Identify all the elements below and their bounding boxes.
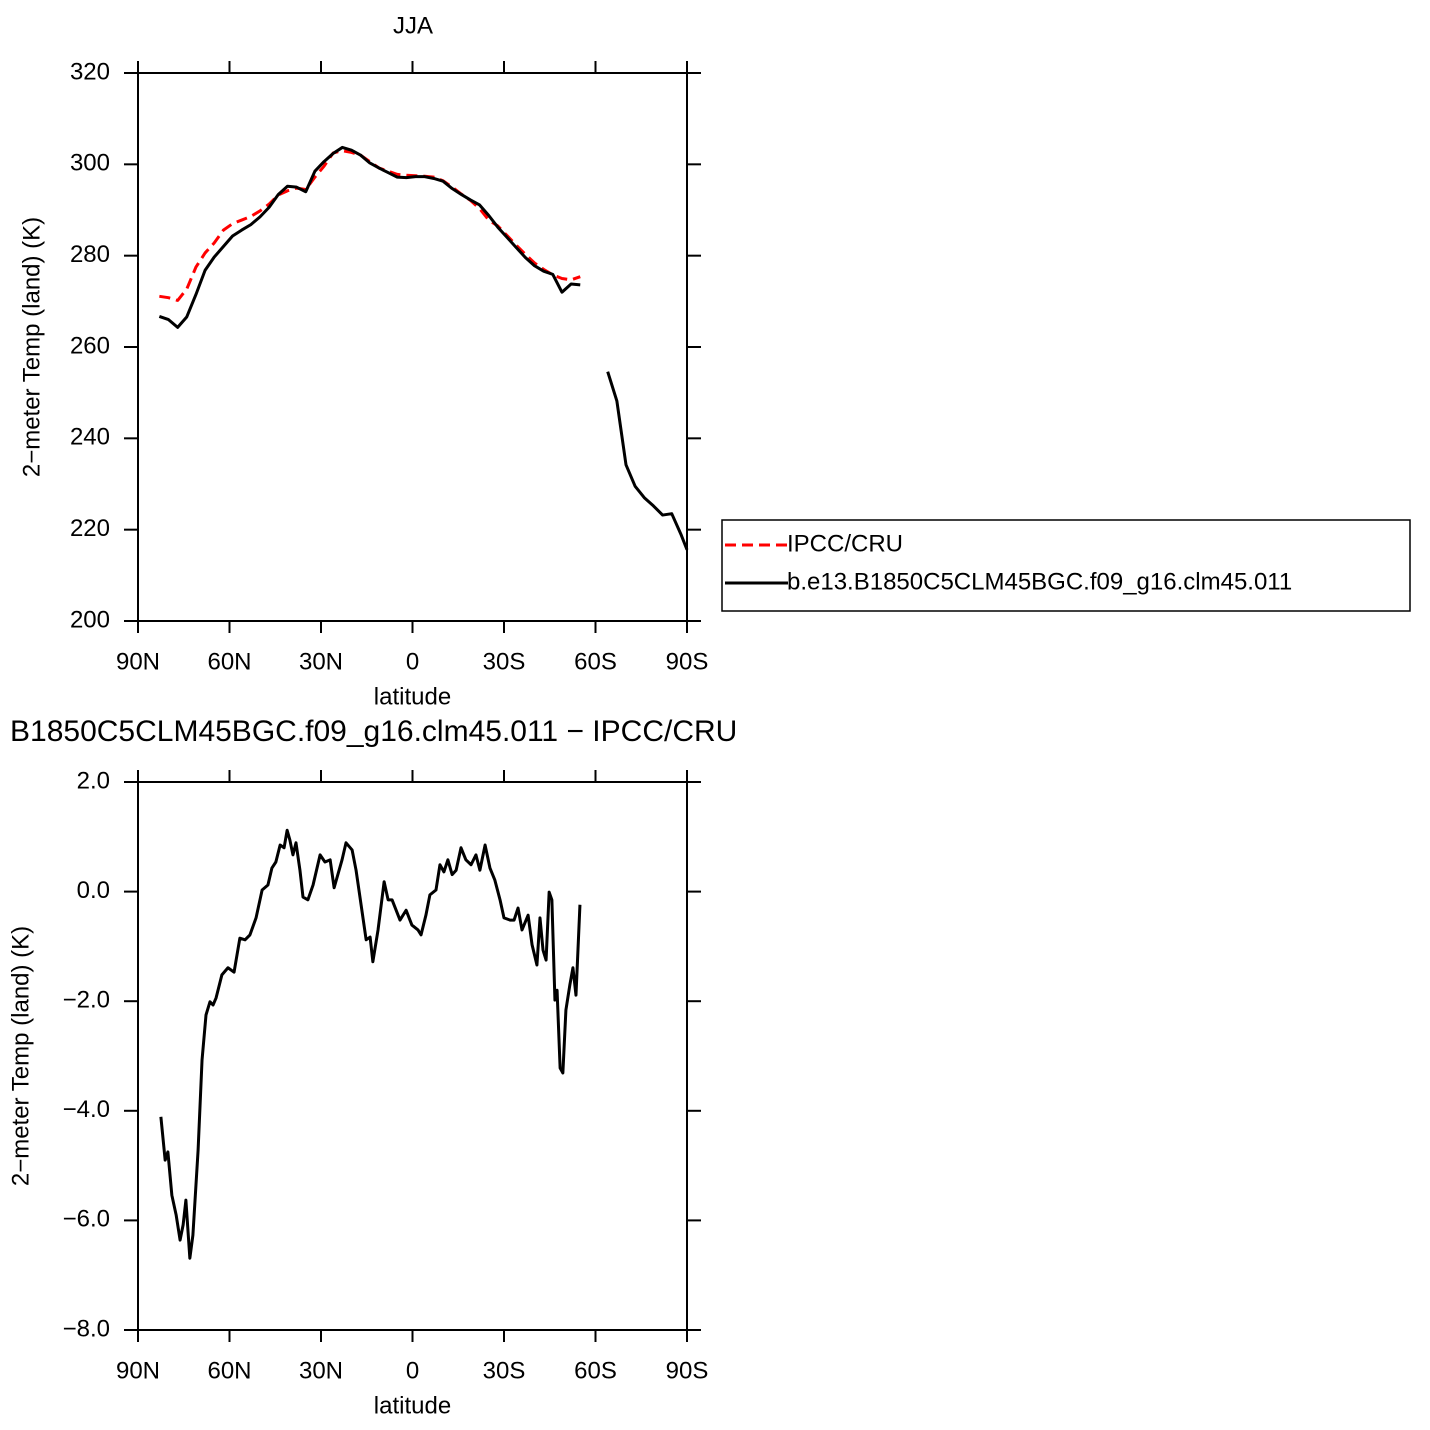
x-tick-label: 30N [299,1357,343,1384]
y-tick-label: −6.0 [63,1206,110,1233]
data-line [158,145,689,551]
legend-box [721,519,1411,612]
x-tick-label: 0 [406,648,419,675]
x-tick-label: 60S [574,648,617,675]
x-tick-label: 0 [406,1357,419,1384]
legend-label: b.e13.B1850C5CLM45BGC.f09_g16.clm45.011 [787,568,1292,595]
y-tick-label: −2.0 [63,987,110,1014]
data-line [159,828,582,1260]
y-tick-label: 0.0 [77,877,110,904]
x-tick-label: 90S [666,1357,709,1384]
y-tick-label: 280 [70,241,110,268]
x-tick-label: 60S [574,1357,617,1384]
plot-frame [137,72,688,622]
x-tick-label: 90N [116,1357,160,1384]
y-axis-label: 2−meter Temp (land) (K) [7,926,34,1186]
y-tick-label: −8.0 [63,1315,110,1342]
x-tick-label: 30S [483,648,526,675]
y-axis-label: 2−meter Temp (land) (K) [18,217,45,477]
plot-frame [137,781,688,1331]
x-tick-label: 60N [207,1357,251,1384]
x-tick-label: 30S [483,1357,526,1384]
y-tick-label: 300 [70,150,110,177]
y-tick-label: 2.0 [77,767,110,794]
y-tick-label: −4.0 [63,1096,110,1123]
x-axis-label: latitude [374,683,451,710]
y-tick-label: 200 [70,606,110,633]
legend-label: IPCC/CRU [787,530,903,557]
x-tick-label: 90S [666,648,709,675]
x-axis-label: latitude [374,1392,451,1419]
x-tick-label: 90N [116,648,160,675]
chart-title: JJA [393,12,433,39]
y-tick-label: 320 [70,58,110,85]
y-tick-label: 260 [70,332,110,359]
chart-title: B1850C5CLM45BGC.f09_g16.clm45.011 − IPCC… [10,715,737,748]
y-tick-label: 240 [70,424,110,451]
x-tick-label: 60N [207,648,251,675]
x-tick-label: 30N [299,648,343,675]
y-tick-label: 220 [70,515,110,542]
